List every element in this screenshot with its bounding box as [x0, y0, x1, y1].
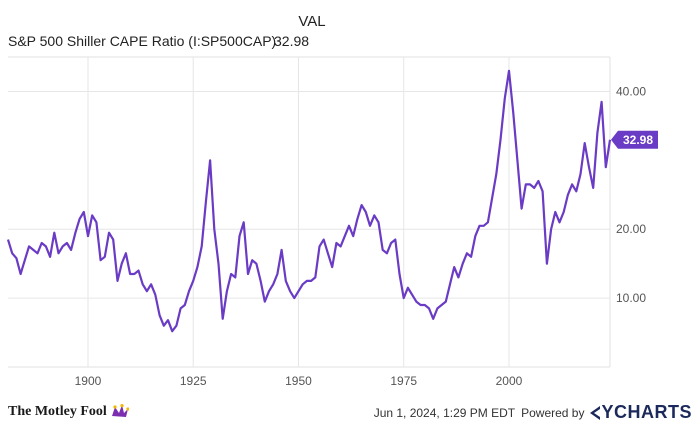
brand-name: The Motley Fool — [8, 404, 107, 419]
timestamp: Jun 1, 2024, 1:29 PM EDT — [373, 405, 516, 420]
y-tick-label: 20.00 — [616, 222, 646, 236]
gridlines — [8, 57, 610, 367]
y-tick-label: 40.00 — [616, 84, 646, 98]
x-axis-ticks: 1900 1925 1950 1975 2000 — [75, 374, 523, 388]
jester-hat-icon — [111, 404, 129, 417]
plot-frame — [8, 56, 611, 368]
y-axis-ticks: 10.00 20.00 40.00 — [616, 84, 646, 305]
powered-by-label: Powered by — [521, 405, 585, 420]
motley-fool-logo: The Motley Fool — [8, 404, 129, 420]
x-tick-label: 1975 — [390, 374, 417, 388]
footer-meta: Jun 1, 2024, 1:29 PM EDT Powered by YCHA… — [374, 402, 692, 423]
last-value-label: 32.98 — [623, 133, 653, 147]
column-header: VAL — [298, 13, 326, 30]
ycharts-logo: YCHARTS — [590, 402, 692, 423]
series-value: 32.98 — [274, 33, 310, 49]
x-tick-label: 1925 — [180, 374, 207, 388]
x-tick-label: 1900 — [75, 374, 102, 388]
x-tick-label: 1950 — [285, 374, 312, 388]
y-tick-label: 10.00 — [616, 291, 646, 305]
series-name: S&P 500 Shiller CAPE Ratio (I:SP500CAP) — [8, 33, 277, 49]
ycharts-chevron-icon — [590, 406, 601, 421]
last-value-badge: 32.98 — [611, 130, 658, 149]
last-value-badge-shape — [611, 130, 658, 149]
x-tick-label: 2000 — [496, 374, 523, 388]
ycharts-wordmark: YCHARTS — [601, 402, 692, 422]
series-line — [6, 69, 612, 333]
